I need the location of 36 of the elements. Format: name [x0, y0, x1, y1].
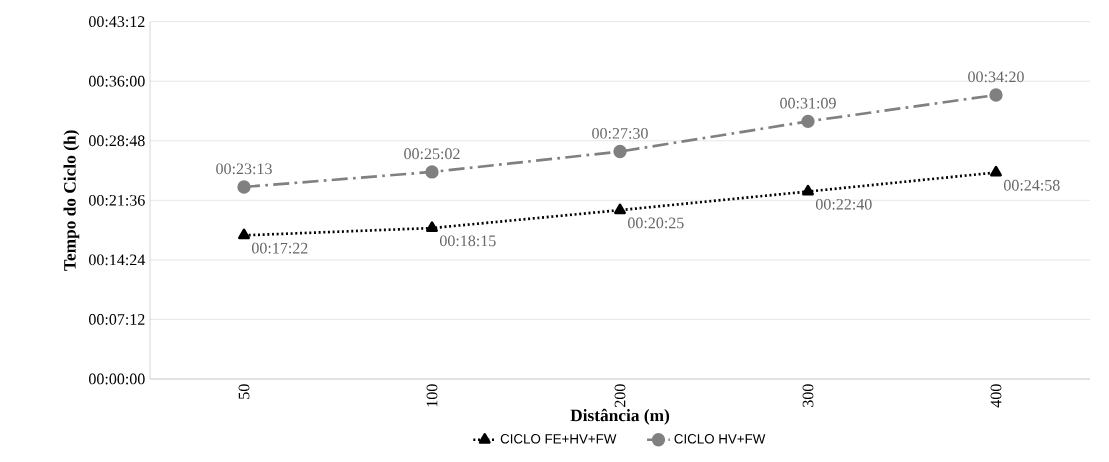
point — [614, 203, 626, 215]
data-label: 00:18:15 — [439, 235, 496, 247]
y-axis-title: Tempo do Ciclo (h) — [63, 130, 80, 271]
data-label: 00:23:13 — [216, 163, 272, 175]
y-tick-label: 00:43:12 — [89, 16, 145, 28]
y-tick-label: 00:28:48 — [89, 135, 145, 147]
point — [990, 165, 1002, 177]
data-label: 00:31:09 — [780, 97, 836, 109]
x-tick-label: 50 — [238, 384, 250, 399]
x-tick-label: 100 — [426, 384, 438, 407]
data-label: 00:25:02 — [404, 148, 460, 160]
point — [801, 114, 815, 129]
y-tick-label: 00:36:00 — [89, 75, 145, 87]
data-label: 00:34:20 — [968, 71, 1024, 83]
data-label: 00:24:58 — [1003, 179, 1060, 191]
x-tick-label: 300 — [802, 384, 814, 407]
data-label: 00:17:22 — [251, 242, 308, 254]
y-tick-label: 00:14:24 — [89, 254, 146, 266]
point — [425, 165, 439, 179]
data-label: 00:22:40 — [815, 198, 872, 210]
point — [426, 221, 438, 233]
data-label: 00:27:30 — [592, 127, 648, 139]
legend-label: CICLO FE+HV+FW — [500, 434, 617, 444]
point — [989, 88, 1003, 102]
x-axis-title: Distância (m) — [570, 408, 670, 425]
point — [238, 228, 250, 240]
y-tick-label: 00:00:00 — [89, 373, 145, 385]
y-tick-label: 00:21:36 — [89, 194, 145, 206]
point — [802, 184, 814, 196]
y-tick-label: 00:07:12 — [89, 314, 145, 325]
legend-label: CICLO HV+FW — [674, 434, 766, 444]
point — [237, 180, 251, 194]
point — [613, 144, 627, 159]
data-label: 00:20:25 — [627, 217, 684, 229]
x-tick-label: 200 — [614, 384, 626, 407]
x-tick-label: 400 — [990, 384, 1002, 408]
